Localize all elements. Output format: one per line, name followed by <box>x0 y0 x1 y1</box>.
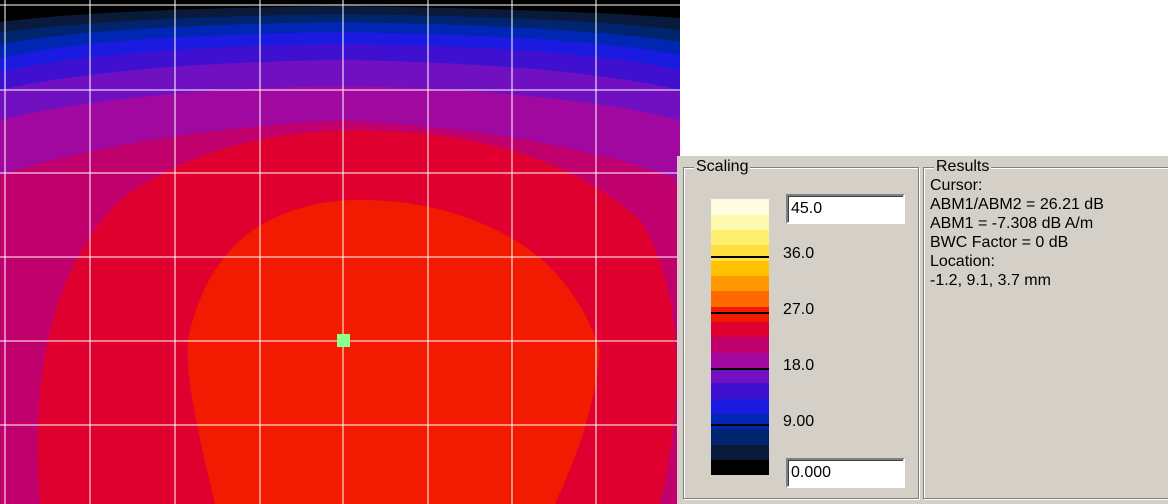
scale-swatch <box>711 199 769 215</box>
scaling-group: Scaling <box>683 157 919 499</box>
scaling-title: Scaling <box>694 157 751 177</box>
scale-swatch <box>711 321 769 338</box>
scale-swatch <box>711 306 769 323</box>
scale-swatch <box>711 367 769 384</box>
scale-min-input[interactable] <box>786 458 905 488</box>
scale-swatch <box>711 459 769 476</box>
results-line: ABM1 = -7.308 dB A/m <box>930 215 1094 232</box>
results-line: Location: <box>930 253 995 270</box>
scale-tick-label: 9.00 <box>783 413 815 430</box>
scale-swatch <box>711 214 769 231</box>
results-group: Results <box>923 157 1168 499</box>
results-line: BWC Factor = 0 dB <box>930 234 1069 251</box>
scale-swatch <box>711 429 769 445</box>
scale-tick-label: 27.0 <box>783 301 815 318</box>
scale-tick-line <box>711 256 769 258</box>
scale-tick-line <box>711 424 769 426</box>
results-line: -1.2, 9.1, 3.7 mm <box>930 272 1051 289</box>
scale-swatch <box>711 260 769 277</box>
scale-swatch <box>711 245 769 261</box>
scale-swatch <box>711 337 769 353</box>
scale-tick-line <box>711 312 769 314</box>
scale-swatch <box>711 413 769 430</box>
scale-tick-label: 36.0 <box>783 245 815 262</box>
field-map-plot[interactable] <box>0 0 680 504</box>
scale-swatch <box>711 229 769 246</box>
results-line: ABM1/ABM2 = 26.21 dB <box>930 196 1104 213</box>
scale-swatch <box>711 383 769 399</box>
scale-swatch <box>711 398 769 415</box>
scale-swatch <box>711 352 769 369</box>
color-scale-bar <box>711 199 769 476</box>
cursor-marker[interactable] <box>337 334 350 347</box>
scale-swatch <box>711 275 769 292</box>
results-text: Cursor: ABM1/ABM2 = 26.21 dB ABM1 = -7.3… <box>930 176 1104 290</box>
scale-tick-label: 18.0 <box>783 357 815 374</box>
scale-swatch <box>711 291 769 307</box>
scale-max-input[interactable] <box>786 194 905 224</box>
results-title: Results <box>934 157 992 177</box>
scale-swatch <box>711 444 769 461</box>
field-band <box>187 200 600 504</box>
grid <box>0 0 680 504</box>
results-line: Cursor: <box>930 177 983 194</box>
scale-tick-line <box>711 368 769 370</box>
